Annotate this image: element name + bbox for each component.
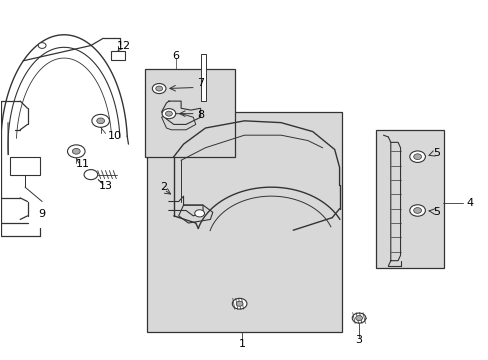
Bar [200, 54, 206, 101]
Bar [144, 69, 234, 157]
Text: 6: 6 [172, 51, 180, 61]
Text: 7: 7 [197, 78, 204, 88]
Circle shape [67, 145, 85, 158]
Text: 12: 12 [117, 41, 131, 50]
Circle shape [413, 154, 421, 159]
Circle shape [165, 111, 172, 116]
Text: 5: 5 [433, 207, 440, 217]
Circle shape [92, 114, 109, 127]
Circle shape [72, 148, 80, 154]
Text: 11: 11 [76, 159, 89, 169]
Text: 9: 9 [39, 209, 45, 219]
Circle shape [156, 86, 162, 91]
Text: 13: 13 [98, 181, 112, 191]
Text: 1: 1 [238, 339, 245, 349]
Circle shape [409, 151, 425, 162]
Circle shape [152, 84, 165, 94]
Circle shape [232, 298, 246, 309]
Circle shape [97, 118, 104, 124]
Circle shape [194, 210, 204, 217]
Bar [147, 112, 341, 332]
Text: 8: 8 [197, 111, 204, 121]
Text: 5: 5 [433, 148, 440, 158]
Circle shape [162, 109, 175, 119]
Circle shape [351, 313, 365, 323]
Circle shape [409, 205, 425, 216]
Text: 2: 2 [160, 182, 167, 192]
Circle shape [236, 301, 243, 306]
Circle shape [355, 316, 362, 320]
Text: 10: 10 [108, 131, 122, 141]
Bar [10, 157, 40, 175]
Circle shape [84, 170, 98, 180]
Bar [375, 130, 444, 268]
Text: 4: 4 [465, 198, 472, 208]
Text: 3: 3 [355, 335, 362, 345]
Bar [111, 51, 124, 60]
Circle shape [38, 42, 46, 48]
Circle shape [413, 208, 421, 213]
